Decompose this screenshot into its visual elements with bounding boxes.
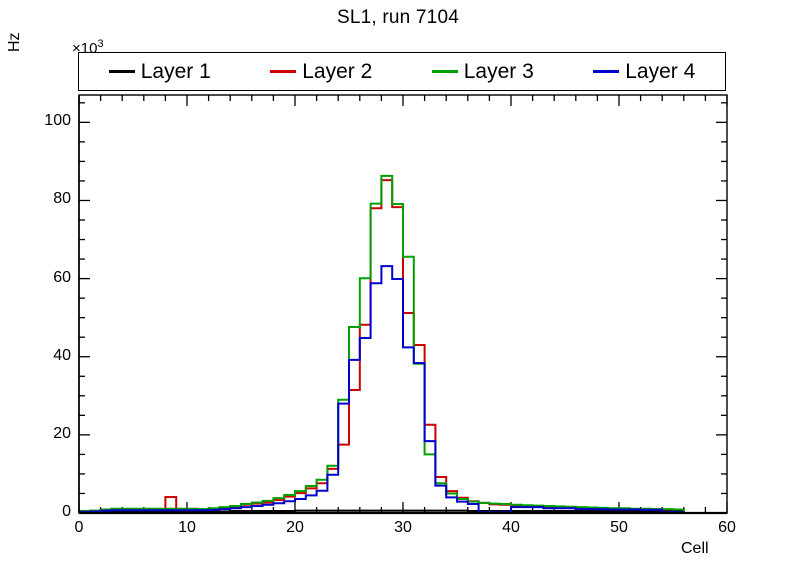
legend-line-swatch: [593, 70, 620, 73]
y-axis-exponent-power: 3: [97, 38, 104, 50]
x-axis-tick-label: 0: [74, 519, 84, 536]
legend-entry-label: Layer 1: [140, 59, 211, 83]
legend-entry-1[interactable]: Layer 1: [108, 59, 211, 84]
legend-entry-3[interactable]: Layer 3: [431, 59, 534, 84]
legend: Layer 1 Layer 2 Layer 3 Layer 4: [78, 52, 726, 91]
histogram-series-4: [78, 265, 727, 514]
x-axis-tick-label: 60: [718, 519, 736, 536]
x-axis-title: Cell: [681, 540, 709, 557]
histogram-series-1: [78, 509, 727, 514]
legend-line-swatch: [431, 70, 458, 73]
x-axis-tick-label: 40: [502, 519, 520, 536]
x-axis-tick-label: 30: [394, 519, 412, 536]
legend-entry-label: Layer 4: [625, 59, 696, 83]
y-axis-tick-label: 20: [53, 424, 71, 442]
legend-entry-4[interactable]: Layer 4: [593, 60, 695, 84]
x-axis-tick-label: 20: [286, 519, 304, 536]
y-axis-tick-label: 40: [53, 346, 71, 364]
y-axis-tick-label: 100: [44, 112, 71, 130]
legend-entry-label: Layer 3: [463, 59, 534, 83]
legend-entry-label: Layer 2: [302, 59, 373, 83]
legend-line-swatch: [270, 70, 297, 73]
x-axis-tick-label: 10: [178, 519, 196, 536]
legend-line-swatch: [108, 70, 135, 73]
legend-entry-2[interactable]: Layer 2: [270, 60, 372, 84]
histogram-series-3: [78, 174, 727, 514]
y-axis-tick-label: 0: [62, 503, 71, 520]
page-title: SL1, run 7104: [337, 7, 459, 28]
x-axis-tick-label: 50: [610, 519, 628, 536]
y-axis-tick-label: 80: [53, 190, 71, 208]
y-axis-tick-label: 60: [53, 268, 71, 286]
